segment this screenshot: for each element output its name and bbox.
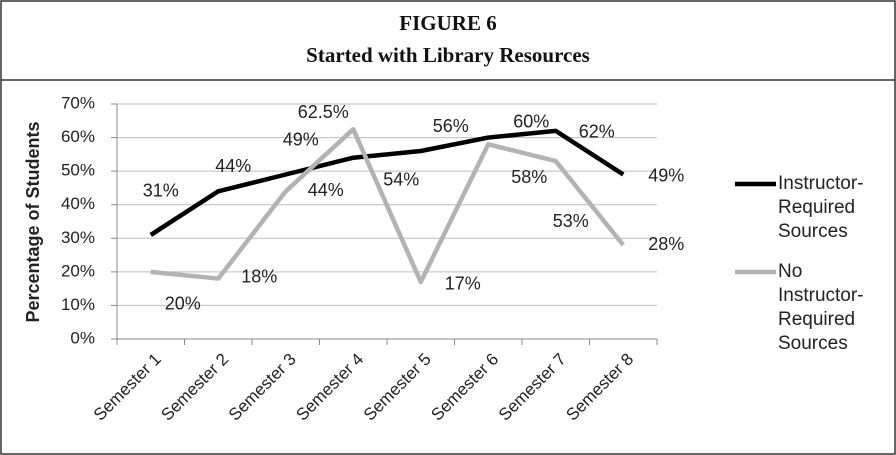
x-tick-label: Semester 2 (157, 350, 232, 425)
y-tick-label: 50% (61, 161, 95, 180)
data-label: 49% (648, 165, 684, 185)
x-tick-label: Semester 8 (562, 350, 637, 425)
chart-title: Started with Library Resources (306, 43, 590, 67)
data-label: 17% (445, 274, 481, 294)
x-tick-label: Semester 7 (495, 350, 570, 425)
data-label: 49% (283, 129, 319, 149)
data-label: 58% (511, 167, 547, 187)
data-label: 44% (215, 156, 251, 176)
data-label: 20% (165, 294, 201, 314)
y-tick-label: 40% (61, 194, 95, 213)
data-label: 62% (579, 122, 615, 142)
legend-label: Instructor-Required Sources (778, 173, 864, 242)
y-tick-label: 20% (61, 261, 95, 280)
legend-label: No Instructor-Required Sources (778, 261, 864, 354)
data-label: 18% (241, 266, 277, 286)
data-label: 31% (143, 181, 179, 201)
data-label: 53% (553, 211, 589, 231)
figure-label: FIGURE 6 (399, 11, 496, 35)
series-line (149, 128, 625, 237)
y-tick-label: 0% (70, 328, 95, 347)
data-label: 62.5% (298, 102, 349, 122)
data-label: 28% (648, 234, 684, 254)
y-tick-label: 70% (61, 93, 95, 112)
x-tick-label: Semester 5 (360, 350, 435, 425)
series-line (150, 126, 626, 285)
x-tick-label: Semester 4 (292, 350, 367, 425)
data-label: 60% (513, 111, 549, 131)
x-tick-label: Semester 3 (225, 350, 300, 425)
data-label: 54% (383, 169, 419, 189)
x-tick-label: Semester 1 (90, 350, 165, 425)
data-label: 56% (433, 116, 469, 136)
x-tick-label: Semester 6 (427, 350, 502, 425)
y-tick-label: 10% (61, 295, 95, 314)
y-axis-label: Percentage of Students (23, 121, 43, 322)
y-tick-label: 60% (61, 127, 95, 146)
data-label: 44% (308, 180, 344, 200)
y-tick-label: 30% (61, 228, 95, 247)
